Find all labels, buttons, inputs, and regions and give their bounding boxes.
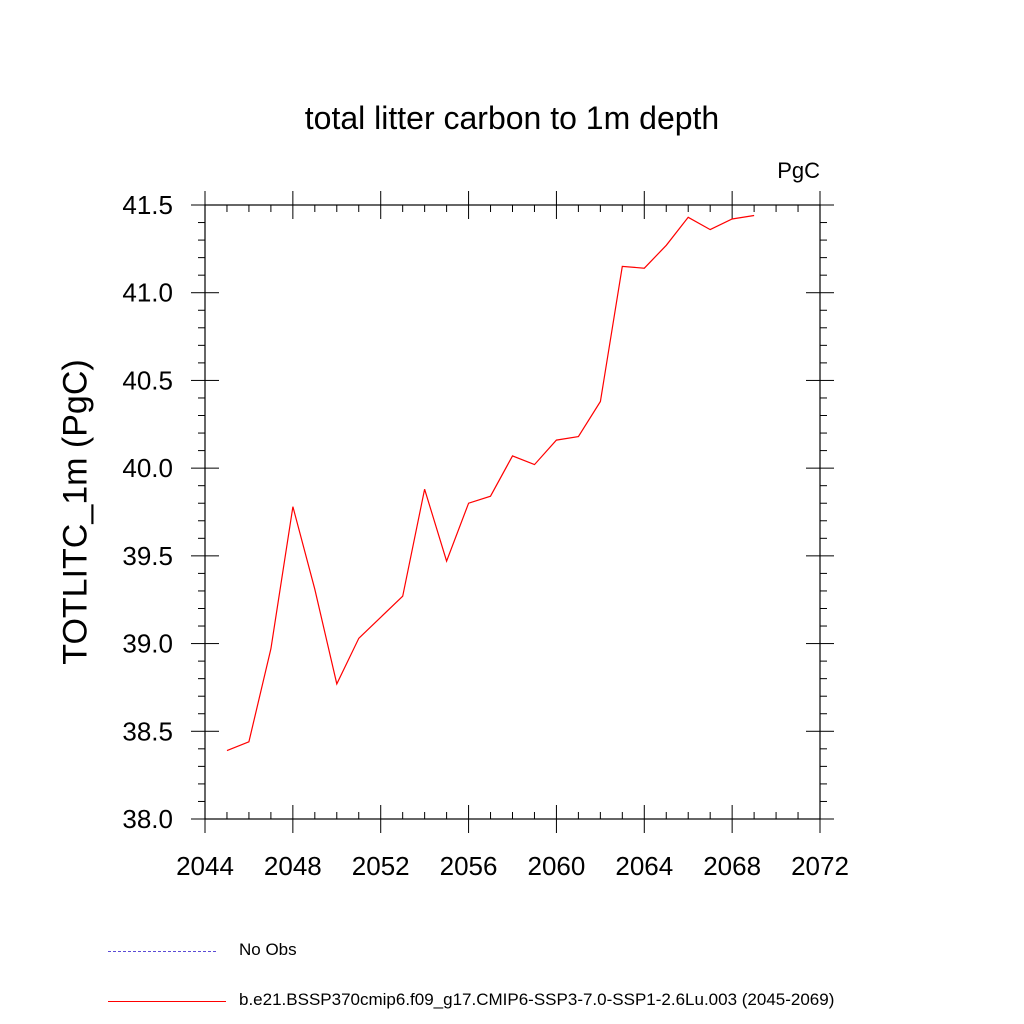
legend-label: b.e21.BSSP370cmip6.f09_g17.CMIP6-SSP3-7.… bbox=[239, 990, 835, 1009]
y-tick-label: 40.0 bbox=[122, 453, 173, 483]
legend-label: No Obs bbox=[239, 940, 297, 959]
y-tick-label: 39.0 bbox=[122, 629, 173, 659]
x-tick-label: 2052 bbox=[352, 851, 410, 881]
units-label: PgC bbox=[777, 158, 820, 183]
legend-swatch-dashed bbox=[108, 951, 216, 952]
y-tick-label: 41.0 bbox=[122, 278, 173, 308]
x-tick-label: 2056 bbox=[440, 851, 498, 881]
x-tick-label: 2064 bbox=[615, 851, 673, 881]
plot-frame bbox=[204, 204, 821, 820]
x-tick-label: 2044 bbox=[176, 851, 234, 881]
x-tick-label: 2048 bbox=[264, 851, 322, 881]
chart-title: total litter carbon to 1m depth bbox=[304, 100, 720, 136]
legend-swatch-solid bbox=[108, 1001, 226, 1002]
x-tick-label: 2072 bbox=[791, 851, 849, 881]
series-line-1 bbox=[226, 214, 755, 752]
y-tick-label: 38.5 bbox=[122, 716, 173, 746]
x-tick-label: 2068 bbox=[703, 851, 761, 881]
y-tick-label: 39.5 bbox=[122, 541, 173, 571]
y-tick-label: 41.5 bbox=[122, 190, 173, 220]
y-tick-label: 40.5 bbox=[122, 365, 173, 395]
y-tick-label: 38.0 bbox=[122, 804, 173, 834]
x-tick-label: 2060 bbox=[528, 851, 586, 881]
